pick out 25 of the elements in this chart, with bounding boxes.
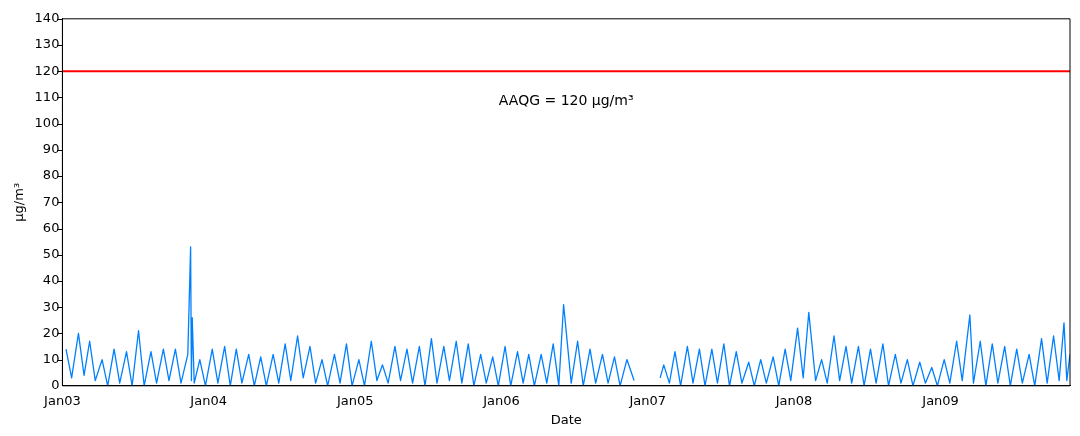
y-tick-label: 20	[42, 324, 60, 340]
ref-line-label: AAQG = 120 µg/m³	[498, 91, 634, 108]
x-tick-label: Jan03	[43, 392, 81, 408]
y-tick-label: 60	[42, 219, 60, 235]
x-tick-label: Jan07	[628, 392, 667, 408]
y-tick-label: 130	[34, 36, 60, 52]
x-tick-label: Jan05	[335, 392, 374, 408]
y-tick-label: 90	[42, 141, 60, 157]
y-tick-label: 100	[34, 115, 60, 131]
x-tick-label: Jan04	[189, 392, 227, 408]
x-tick-label: Jan06	[482, 392, 520, 408]
y-tick-label: 30	[42, 298, 60, 314]
y-tick-label: 140	[34, 10, 60, 26]
y-axis-title: µg/m³	[11, 182, 27, 222]
y-tick-label: 120	[34, 62, 60, 78]
x-axis-title: Date	[550, 411, 582, 427]
y-tick-label: 10	[42, 350, 60, 366]
y-tick-label: 0	[51, 377, 60, 393]
x-tick-label: Jan09	[921, 392, 959, 408]
y-tick-label: 80	[42, 167, 60, 183]
y-tick-label: 50	[42, 246, 60, 262]
y-tick-label: 40	[42, 272, 60, 288]
y-tick-label: 110	[34, 88, 60, 104]
y-tick-label: 70	[42, 193, 60, 209]
x-tick-label: Jan08	[774, 392, 813, 408]
